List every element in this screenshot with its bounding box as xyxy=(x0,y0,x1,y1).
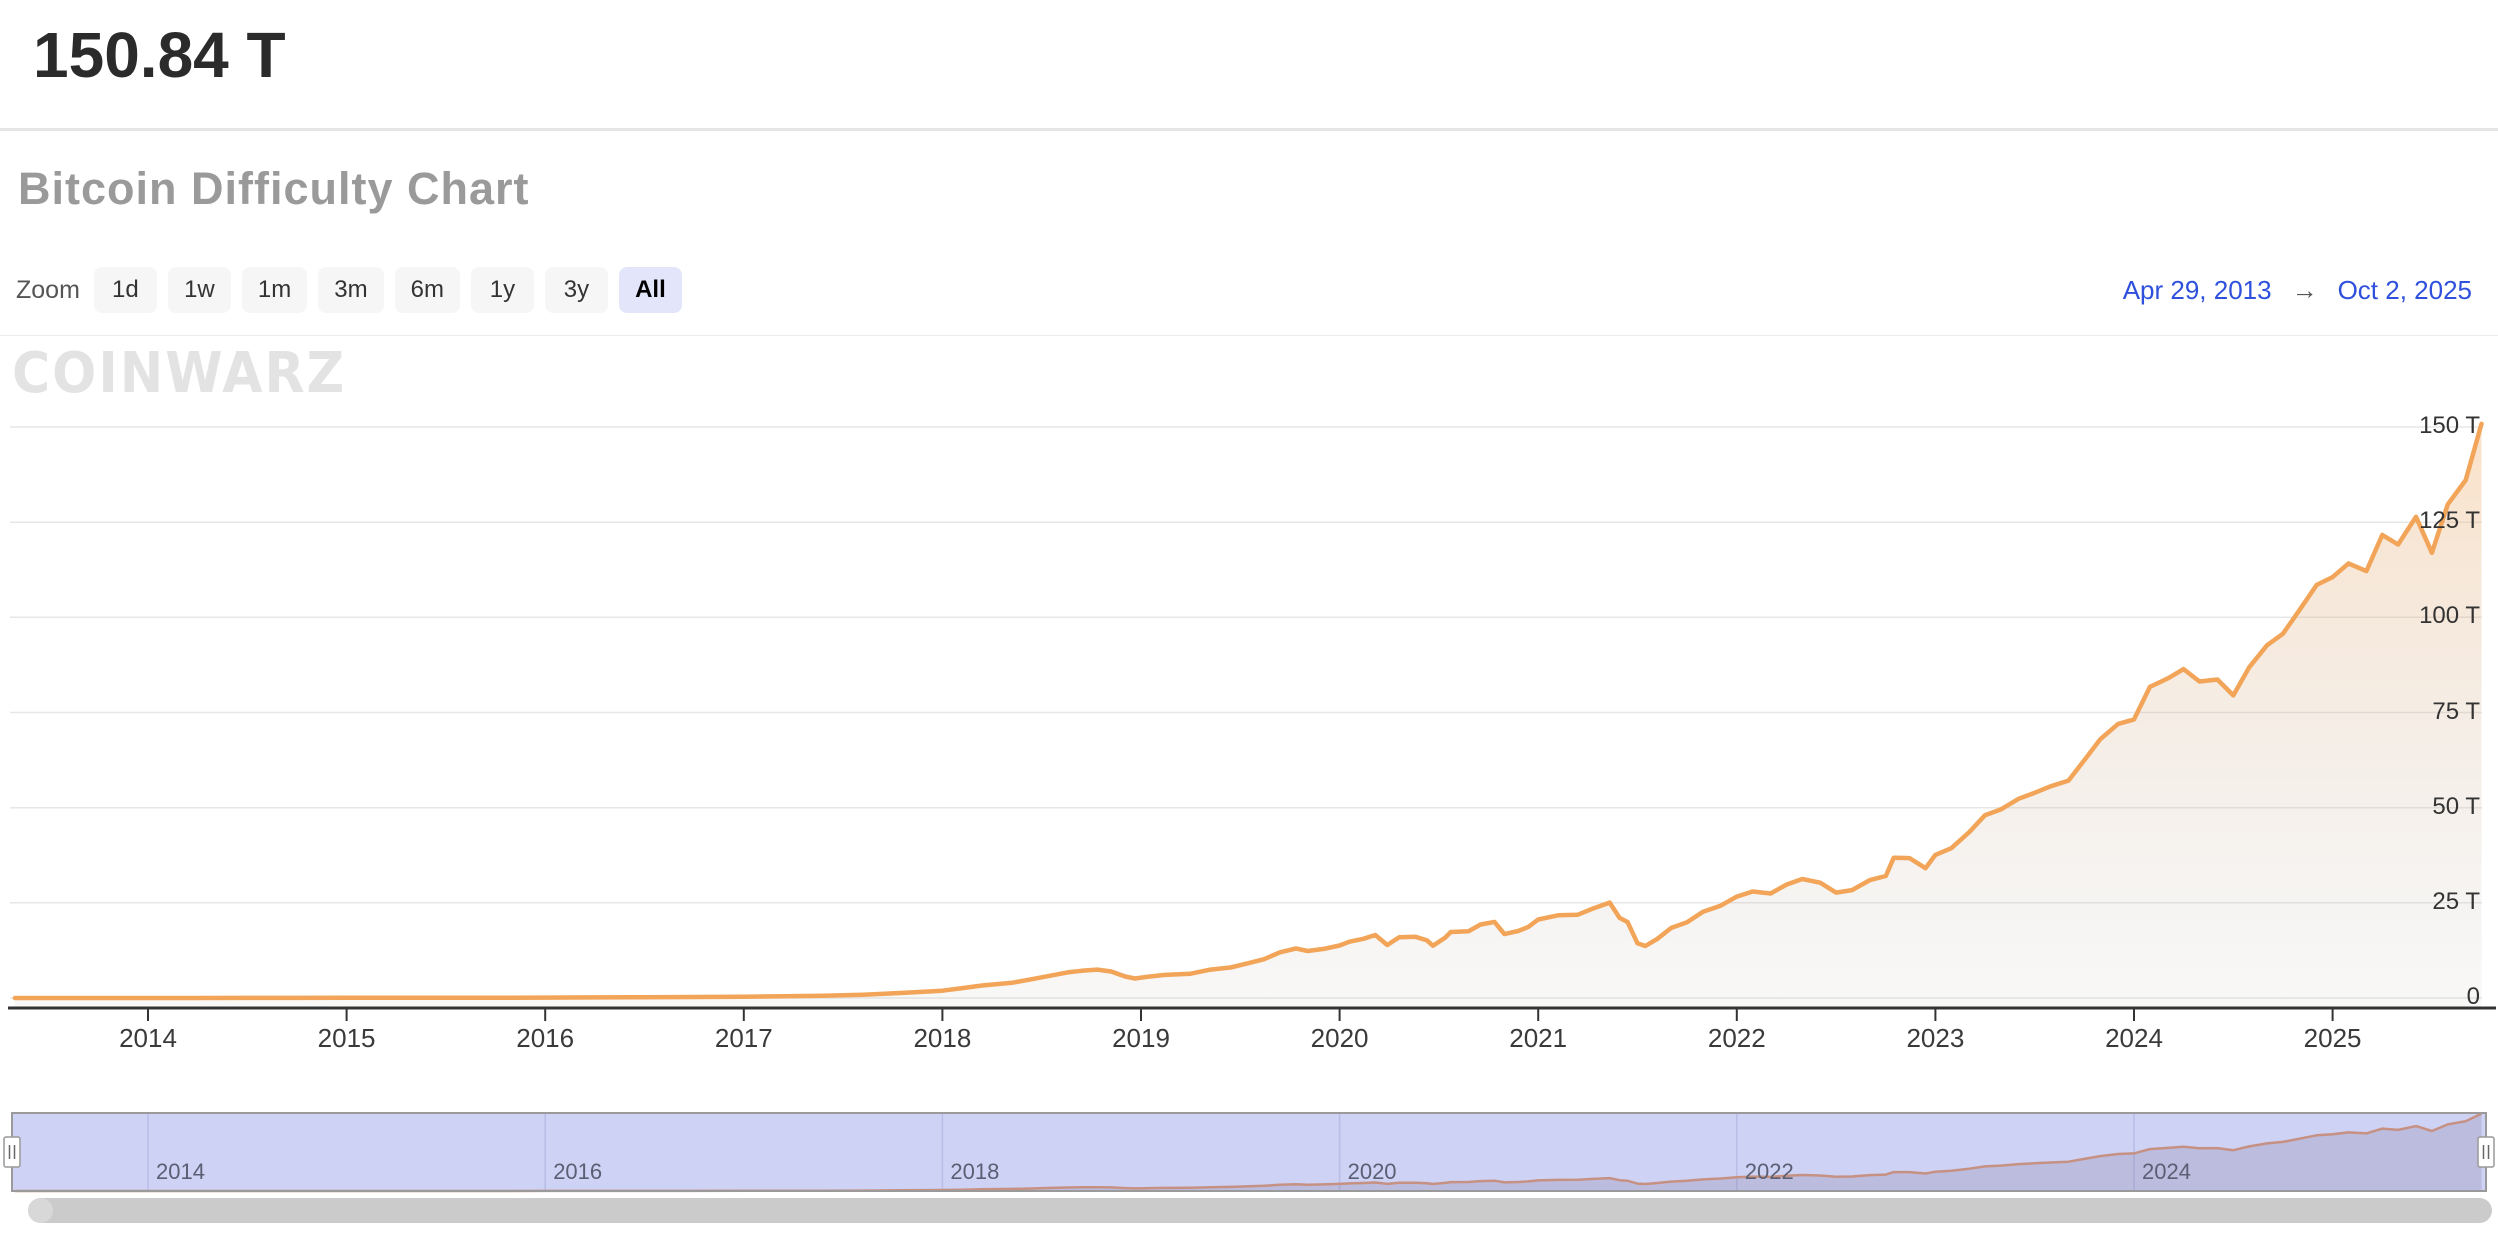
y-axis-label: 50 T xyxy=(2432,792,2480,820)
x-axis-label: 2019 xyxy=(1112,1023,1170,1053)
navigator-year-label: 2022 xyxy=(1744,1159,1794,1184)
y-axis-label: 150 T xyxy=(2419,412,2480,439)
navigator-year-label: 2014 xyxy=(156,1159,205,1184)
zoom-button-1d[interactable]: 1d xyxy=(93,267,157,313)
y-axis-label: 75 T xyxy=(2432,697,2480,725)
zoom-button-3m[interactable]: 3m xyxy=(318,267,384,313)
x-axis-label: 2018 xyxy=(913,1023,972,1053)
navigator-year-label: 2024 xyxy=(2142,1159,2191,1184)
zoom-button-all[interactable]: All xyxy=(618,267,682,313)
navigator-mask[interactable] xyxy=(12,1113,2486,1191)
x-axis-label: 2023 xyxy=(1906,1023,1965,1053)
x-axis-label: 2020 xyxy=(1310,1023,1369,1053)
page-title: Bitcoin Difficulty Chart xyxy=(18,163,530,214)
navigator-left-handle[interactable] xyxy=(3,1136,21,1168)
y-axis-label: 25 T xyxy=(2432,887,2480,915)
zoom-toolbar: Zoom 1d 1w 1m 3m 6m 1y 3y All xyxy=(16,267,693,313)
date-range-end[interactable]: Oct 2, 2025 xyxy=(2337,274,2472,305)
zoom-button-1y[interactable]: 1y xyxy=(470,267,534,313)
navigator-year-label: 2016 xyxy=(553,1159,603,1184)
y-axis-label: 0 xyxy=(2466,983,2480,1010)
zoom-button-1w[interactable]: 1w xyxy=(167,267,231,313)
difficulty-line xyxy=(12,421,2484,1001)
date-range-start[interactable]: Apr 29, 2013 xyxy=(2122,274,2272,305)
header-divider xyxy=(0,128,2498,131)
x-axis-label: 2017 xyxy=(714,1023,773,1053)
zoom-button-3y[interactable]: 3y xyxy=(544,267,608,313)
x-axis-label: 2014 xyxy=(119,1023,177,1053)
difficulty-area-fill xyxy=(14,423,2482,1007)
coinwarz-watermark-logo: CoinWarz xyxy=(12,341,347,406)
arrow-right-icon: → xyxy=(2291,274,2318,305)
y-axis-label: 100 T xyxy=(2419,602,2480,630)
zoom-label: Zoom xyxy=(16,275,80,304)
x-axis-label: 2025 xyxy=(2303,1023,2362,1053)
x-axis-label: 2015 xyxy=(317,1023,376,1053)
navigator-right-handle[interactable] xyxy=(2477,1136,2495,1168)
x-axis-label: 2022 xyxy=(1707,1023,1766,1053)
current-difficulty-value: 150.84 T xyxy=(33,19,286,91)
x-axis-label: 2024 xyxy=(2105,1023,2163,1053)
navigator-year-label: 2020 xyxy=(1347,1159,1397,1184)
zoom-button-6m[interactable]: 6m xyxy=(394,267,460,313)
horizontal-scrollbar[interactable] xyxy=(28,1198,2492,1223)
zoom-button-1m[interactable]: 1m xyxy=(241,267,308,313)
navigator-area-fill xyxy=(14,1113,2482,1191)
date-range: Apr 29, 2013 → Oct 2, 2025 xyxy=(2123,267,2472,313)
x-axis-label: 2021 xyxy=(1509,1023,1568,1053)
navigator-year-label: 2018 xyxy=(950,1159,1000,1184)
x-axis-label: 2016 xyxy=(516,1023,575,1053)
y-axis-label: 125 T xyxy=(2419,507,2480,535)
plot-area[interactable] xyxy=(10,415,2482,1008)
toolbar-divider xyxy=(0,335,2498,336)
scrollbar-cap xyxy=(28,1198,53,1223)
